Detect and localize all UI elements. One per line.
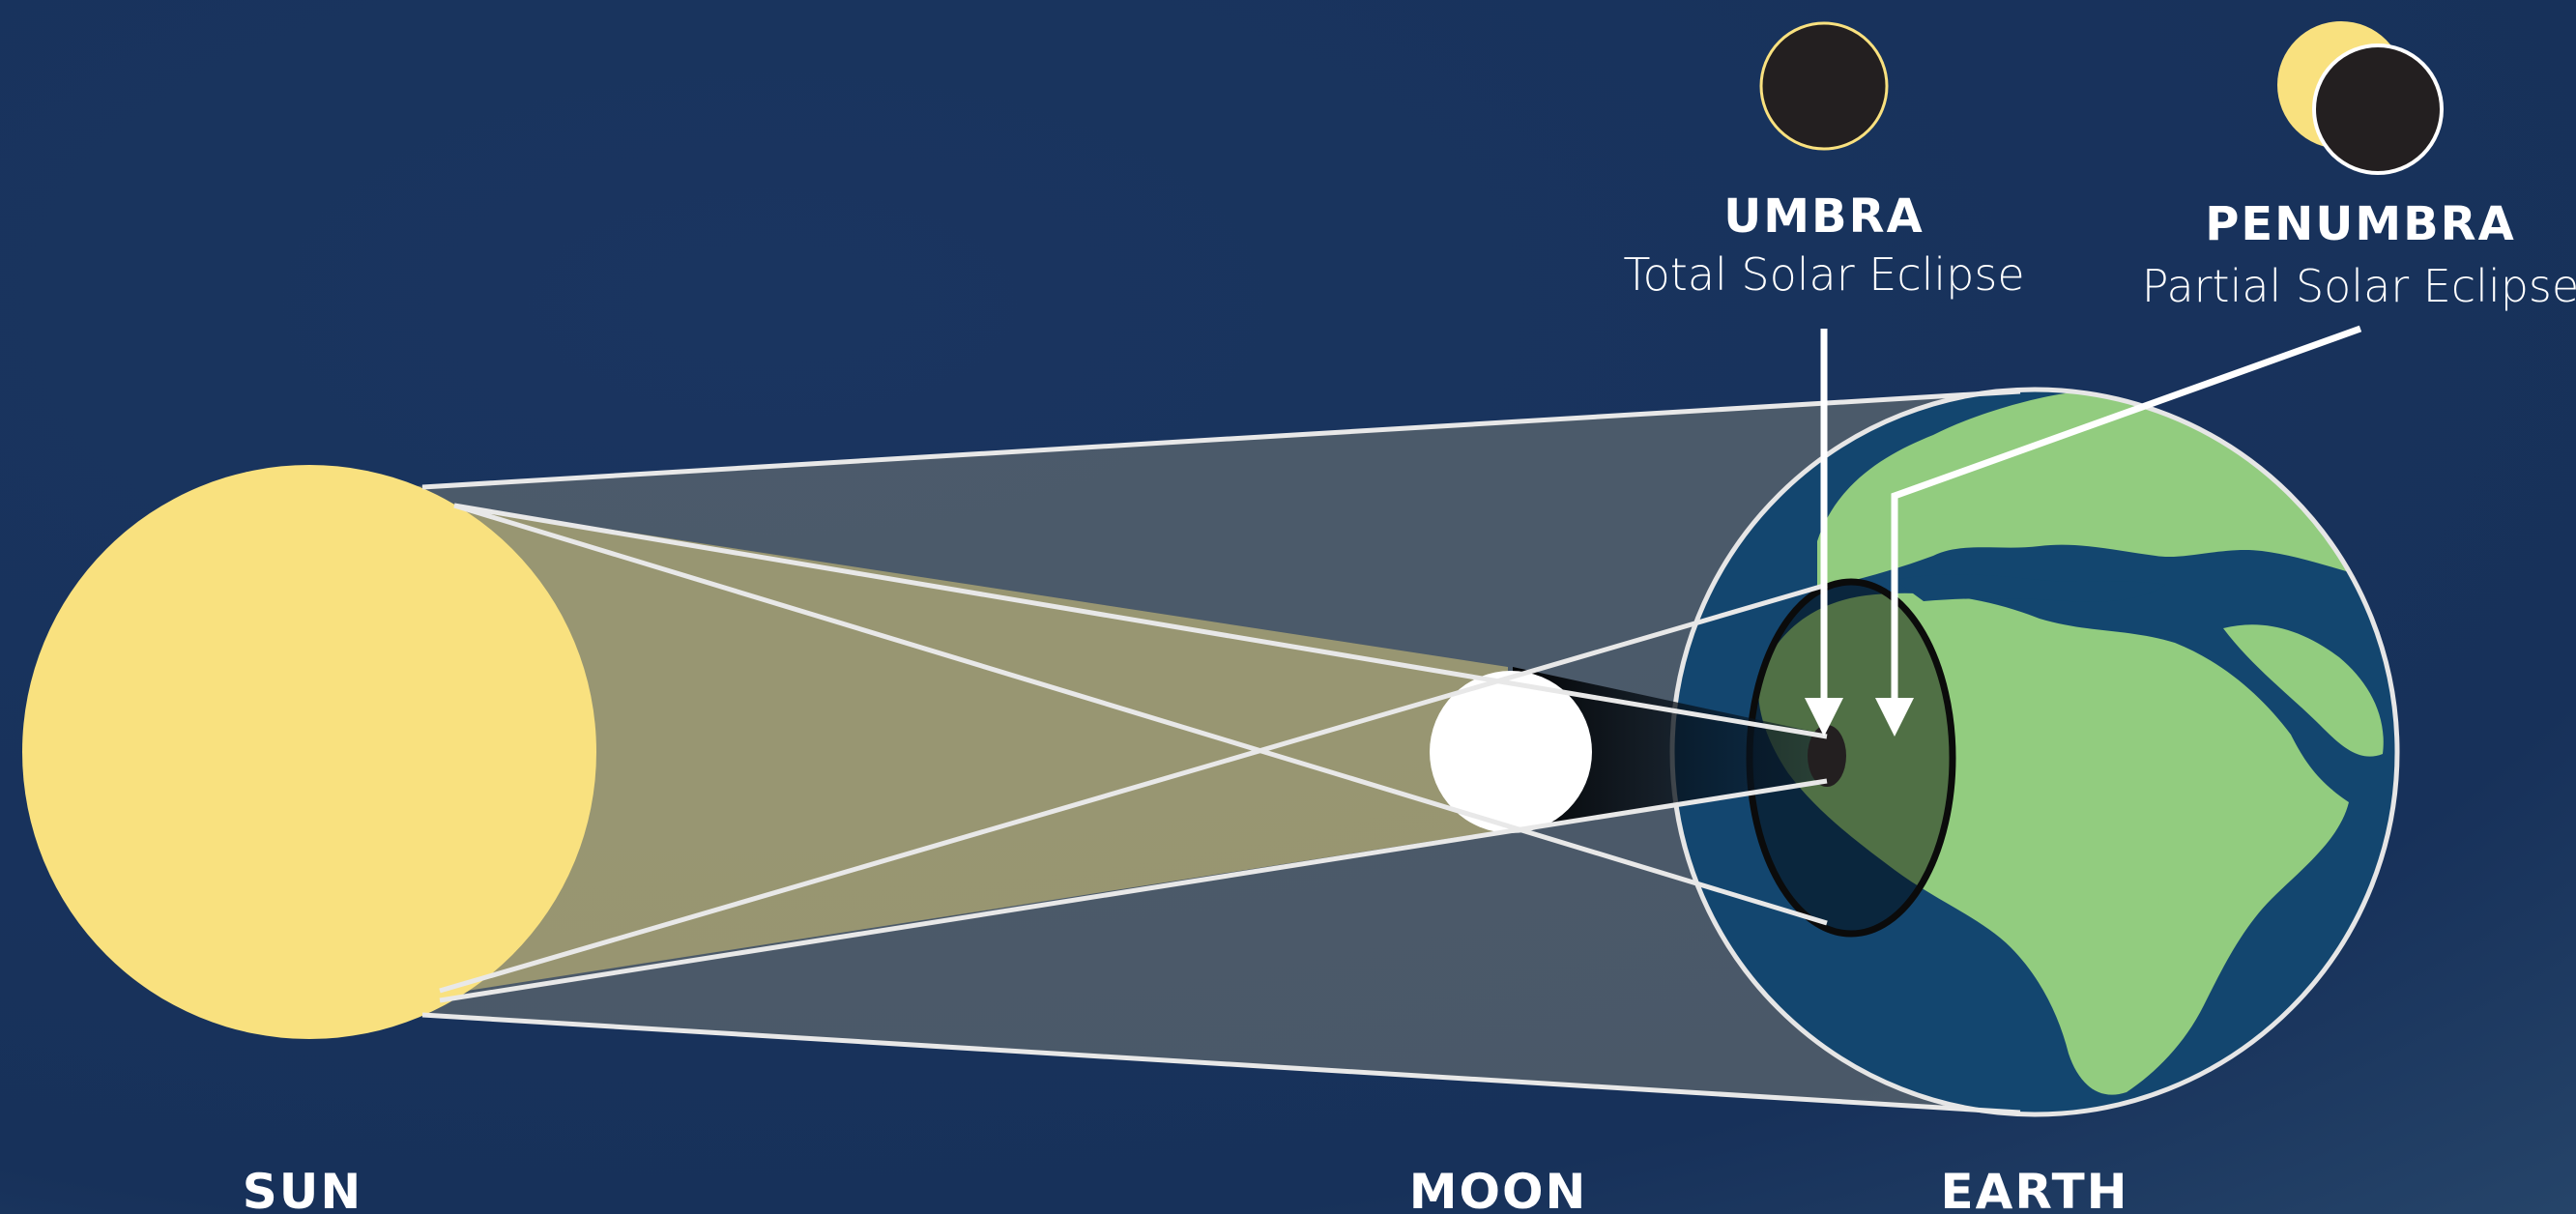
penumbra-arrow <box>1875 325 2362 737</box>
madagascar <box>2129 881 2159 944</box>
penumbra-title: PENUMBRA <box>2205 197 2516 251</box>
sun <box>22 465 596 1039</box>
partial-eclipse-icon <box>2277 21 2444 175</box>
umbra-cone <box>1513 667 1827 829</box>
africa-landmass <box>1758 593 2349 1095</box>
umbra-subtitle: Total Solar Eclipse <box>1623 248 2024 301</box>
sunlight-cone <box>454 506 1508 993</box>
umbra-line-bottom <box>439 778 1828 1003</box>
cross-line-b <box>439 582 1828 994</box>
penumbra-subtitle: Partial Solar Eclipse <box>2142 260 2576 312</box>
umbra-title: UMBRA <box>1723 189 1924 244</box>
penumbra-line-bottom <box>421 1012 2021 1115</box>
earth-label: EARTH <box>1940 1164 2128 1214</box>
moon <box>1430 671 1592 833</box>
mediterranean-sea <box>1895 574 2165 602</box>
cross-line-a <box>453 503 1828 926</box>
penumbra-line-top <box>421 389 2021 490</box>
total-eclipse-icon <box>1759 21 1889 151</box>
umbra-arrow <box>1805 329 1843 737</box>
moon-label: MOON <box>1409 1164 1588 1214</box>
arabia-landmass <box>2223 624 2384 757</box>
umbra-spot <box>1808 725 1846 787</box>
umbra-line-top <box>453 503 1828 739</box>
sun-label: SUN <box>243 1164 362 1214</box>
cone-lines <box>421 389 2021 1115</box>
